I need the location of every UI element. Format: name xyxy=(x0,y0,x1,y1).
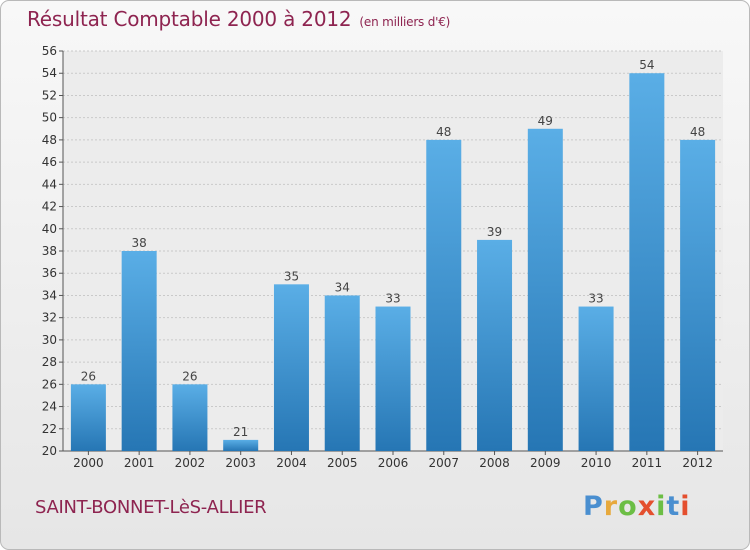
y-tick-label: 38 xyxy=(42,244,57,258)
y-tick-label: 52 xyxy=(42,88,57,102)
value-label: 38 xyxy=(132,236,147,250)
logo-letter: t xyxy=(666,491,681,522)
y-tick-label: 48 xyxy=(42,133,57,147)
y-tick-label: 24 xyxy=(42,400,57,414)
y-tick-label: 32 xyxy=(42,311,57,325)
x-tick-label: 2012 xyxy=(682,456,713,470)
x-tick-label: 2002 xyxy=(175,456,206,470)
bar-2004 xyxy=(273,284,309,451)
x-tick-label: 2005 xyxy=(327,456,358,470)
x-tick-label: 2003 xyxy=(225,456,256,470)
logo-letter: i xyxy=(680,491,691,522)
bar-2005 xyxy=(324,295,360,451)
value-label: 54 xyxy=(639,58,654,72)
value-label: 39 xyxy=(487,225,502,239)
value-label: 35 xyxy=(284,269,299,283)
x-tick-label: 2004 xyxy=(276,456,307,470)
y-tick-label: 46 xyxy=(42,155,57,169)
logo-letter: x xyxy=(637,491,657,522)
y-tick-label: 56 xyxy=(42,44,57,58)
y-tick-label: 54 xyxy=(42,66,57,80)
bar-2010 xyxy=(578,306,614,451)
y-tick-label: 22 xyxy=(42,422,57,436)
bar-2012 xyxy=(680,139,716,451)
y-tick-label: 30 xyxy=(42,333,57,347)
x-tick-label: 2009 xyxy=(530,456,561,470)
bar-2001 xyxy=(121,251,157,451)
value-label: 34 xyxy=(335,280,350,294)
y-tick-label: 50 xyxy=(42,111,57,125)
y-tick-label: 28 xyxy=(42,355,57,369)
logo-letter: P xyxy=(583,491,604,522)
value-label: 21 xyxy=(233,425,248,439)
bar-2011 xyxy=(629,73,665,451)
x-tick-label: 2000 xyxy=(73,456,104,470)
y-tick-label: 40 xyxy=(42,222,57,236)
proxiti-logo: Proxiti xyxy=(583,491,691,522)
bar-2008 xyxy=(477,239,513,451)
x-tick-label: 2001 xyxy=(124,456,155,470)
x-tick-label: 2010 xyxy=(581,456,612,470)
y-tick-label: 34 xyxy=(42,288,57,302)
bar-2007 xyxy=(426,139,462,451)
x-tick-label: 2007 xyxy=(428,456,459,470)
y-tick-label: 20 xyxy=(42,444,57,458)
bar-2006 xyxy=(375,306,411,451)
y-tick-label: 36 xyxy=(42,266,57,280)
value-label: 33 xyxy=(385,292,400,306)
y-tick-label: 26 xyxy=(42,377,57,391)
value-label: 49 xyxy=(538,114,553,128)
chart-subtitle: (en milliers d'€) xyxy=(359,15,451,29)
value-label: 33 xyxy=(588,292,603,306)
logo-letter: r xyxy=(603,491,619,522)
bar-2009 xyxy=(527,128,563,451)
y-tick-label: 44 xyxy=(42,177,57,191)
value-label: 48 xyxy=(690,125,705,139)
chart-title: Résultat Comptable 2000 à 2012 (en millie… xyxy=(27,7,450,31)
value-label: 48 xyxy=(436,125,451,139)
value-label: 26 xyxy=(182,369,197,383)
bar-2000 xyxy=(70,384,106,451)
logo-letter: i xyxy=(656,491,667,522)
y-tick-label: 42 xyxy=(42,200,57,214)
logo-letter: o xyxy=(618,491,638,522)
chart-title-text: Résultat Comptable 2000 à 2012 xyxy=(27,7,352,31)
x-tick-label: 2011 xyxy=(632,456,663,470)
place-name: SAINT-BONNET-LèS-ALLIER xyxy=(35,497,267,518)
x-tick-label: 2006 xyxy=(378,456,409,470)
x-tick-label: 2008 xyxy=(479,456,510,470)
bar-2002 xyxy=(172,384,208,451)
bar-2003 xyxy=(223,439,259,451)
value-label: 26 xyxy=(81,369,96,383)
